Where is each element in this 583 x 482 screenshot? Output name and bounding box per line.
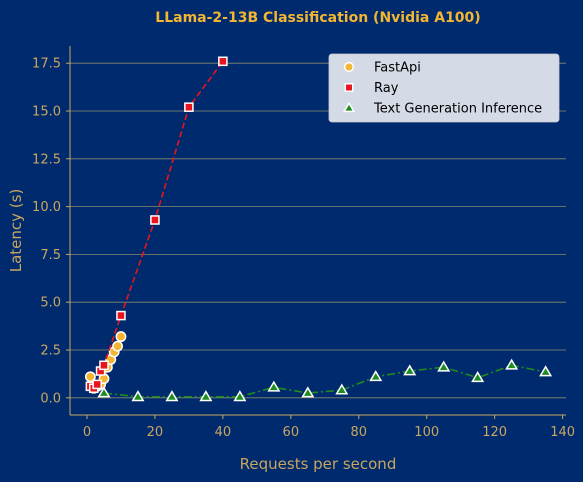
x-ticks: 0 20 40 60 80 100 120 140 [83, 415, 575, 440]
data-point [116, 310, 126, 321]
x-tick-label: 60 [283, 425, 300, 440]
data-point [199, 390, 213, 402]
data-point [267, 380, 281, 392]
legend-label: Ray [374, 81, 399, 96]
data-point [150, 215, 160, 225]
data-point [131, 390, 145, 402]
series-square [85, 56, 228, 394]
series-triangle [97, 358, 553, 402]
y-tick-label: 2.5 [40, 343, 61, 358]
legend-item: Text Generation Inference [342, 101, 542, 117]
data-point [301, 386, 315, 398]
data-point [471, 371, 485, 383]
y-tick-label: 17.5 [32, 57, 61, 72]
y-tick-label: 7.5 [40, 248, 61, 263]
data-point [97, 386, 111, 398]
x-tick-label: 80 [350, 425, 367, 440]
y-axis-label: Latency (s) [7, 189, 25, 273]
y-tick-label: 15.0 [32, 105, 61, 120]
data-point [403, 364, 417, 376]
x-tick-label: 20 [147, 425, 164, 440]
data-point [112, 340, 123, 352]
legend-item: FastApi [343, 61, 421, 76]
x-tick-label: 120 [482, 425, 507, 440]
x-tick-label: 100 [414, 425, 439, 440]
legend: FastApi Ray Text Generation Inference [328, 53, 560, 123]
data-point [437, 360, 451, 372]
legend-box [328, 53, 560, 123]
y-ticks: 0.0 2.5 5.0 7.5 10.0 12.5 15.0 17.5 [32, 57, 70, 406]
y-tick-label: 10.0 [32, 200, 61, 215]
data-point [344, 83, 354, 92]
plot-series [84, 56, 553, 402]
axes [69, 46, 566, 416]
data-point [218, 56, 228, 67]
grid-lines [70, 62, 566, 399]
data-point [99, 360, 109, 371]
x-axis-label: Requests per second [240, 455, 397, 473]
chart-title: LLama-2-13B Classification (Nvidia A100) [155, 10, 480, 26]
legend-item: Ray [344, 81, 399, 96]
y-tick-label: 5.0 [40, 296, 61, 311]
legend-label: FastApi [374, 61, 421, 76]
data-point [343, 61, 355, 73]
data-point [165, 390, 179, 402]
x-tick-label: 40 [215, 425, 232, 440]
data-point [369, 370, 383, 382]
x-tick-label: 0 [83, 425, 91, 440]
x-tick-label: 140 [550, 425, 575, 440]
legend-label: Text Generation Inference [373, 102, 542, 117]
data-point [184, 102, 194, 112]
series-line [103, 364, 546, 398]
data-point [233, 390, 247, 402]
legend-items: FastApi Ray Text Generation Inference [342, 61, 542, 117]
y-tick-label: 12.5 [32, 152, 61, 167]
data-point [115, 331, 127, 343]
data-point [84, 371, 96, 383]
data-point [92, 379, 102, 390]
data-point [335, 383, 349, 395]
data-point [342, 101, 356, 113]
data-point [539, 365, 553, 377]
data-point [505, 358, 519, 370]
y-tick-label: 0.0 [40, 391, 61, 406]
